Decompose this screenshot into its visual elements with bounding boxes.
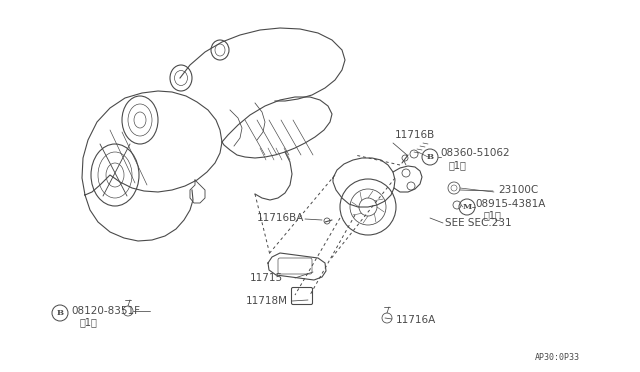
Text: 11715: 11715 <box>250 273 283 283</box>
Text: 11716B: 11716B <box>395 130 435 140</box>
Text: （1）: （1） <box>449 160 467 170</box>
Text: 08915-4381A: 08915-4381A <box>475 199 545 209</box>
Text: （1）: （1） <box>484 210 502 220</box>
Text: SEE SEC.231: SEE SEC.231 <box>445 218 511 228</box>
Text: 23100C: 23100C <box>498 185 538 195</box>
Text: M: M <box>462 203 472 211</box>
Text: （1）: （1） <box>80 317 98 327</box>
Text: 08360-51062: 08360-51062 <box>440 148 509 158</box>
Text: 11716BA: 11716BA <box>257 213 305 223</box>
Text: 11716A: 11716A <box>396 315 436 325</box>
Text: B: B <box>426 153 433 161</box>
Text: B: B <box>56 309 63 317</box>
Text: 08120-8351F: 08120-8351F <box>71 306 140 316</box>
Text: 11718M: 11718M <box>246 296 288 306</box>
Text: AP30:0P33: AP30:0P33 <box>535 353 580 362</box>
